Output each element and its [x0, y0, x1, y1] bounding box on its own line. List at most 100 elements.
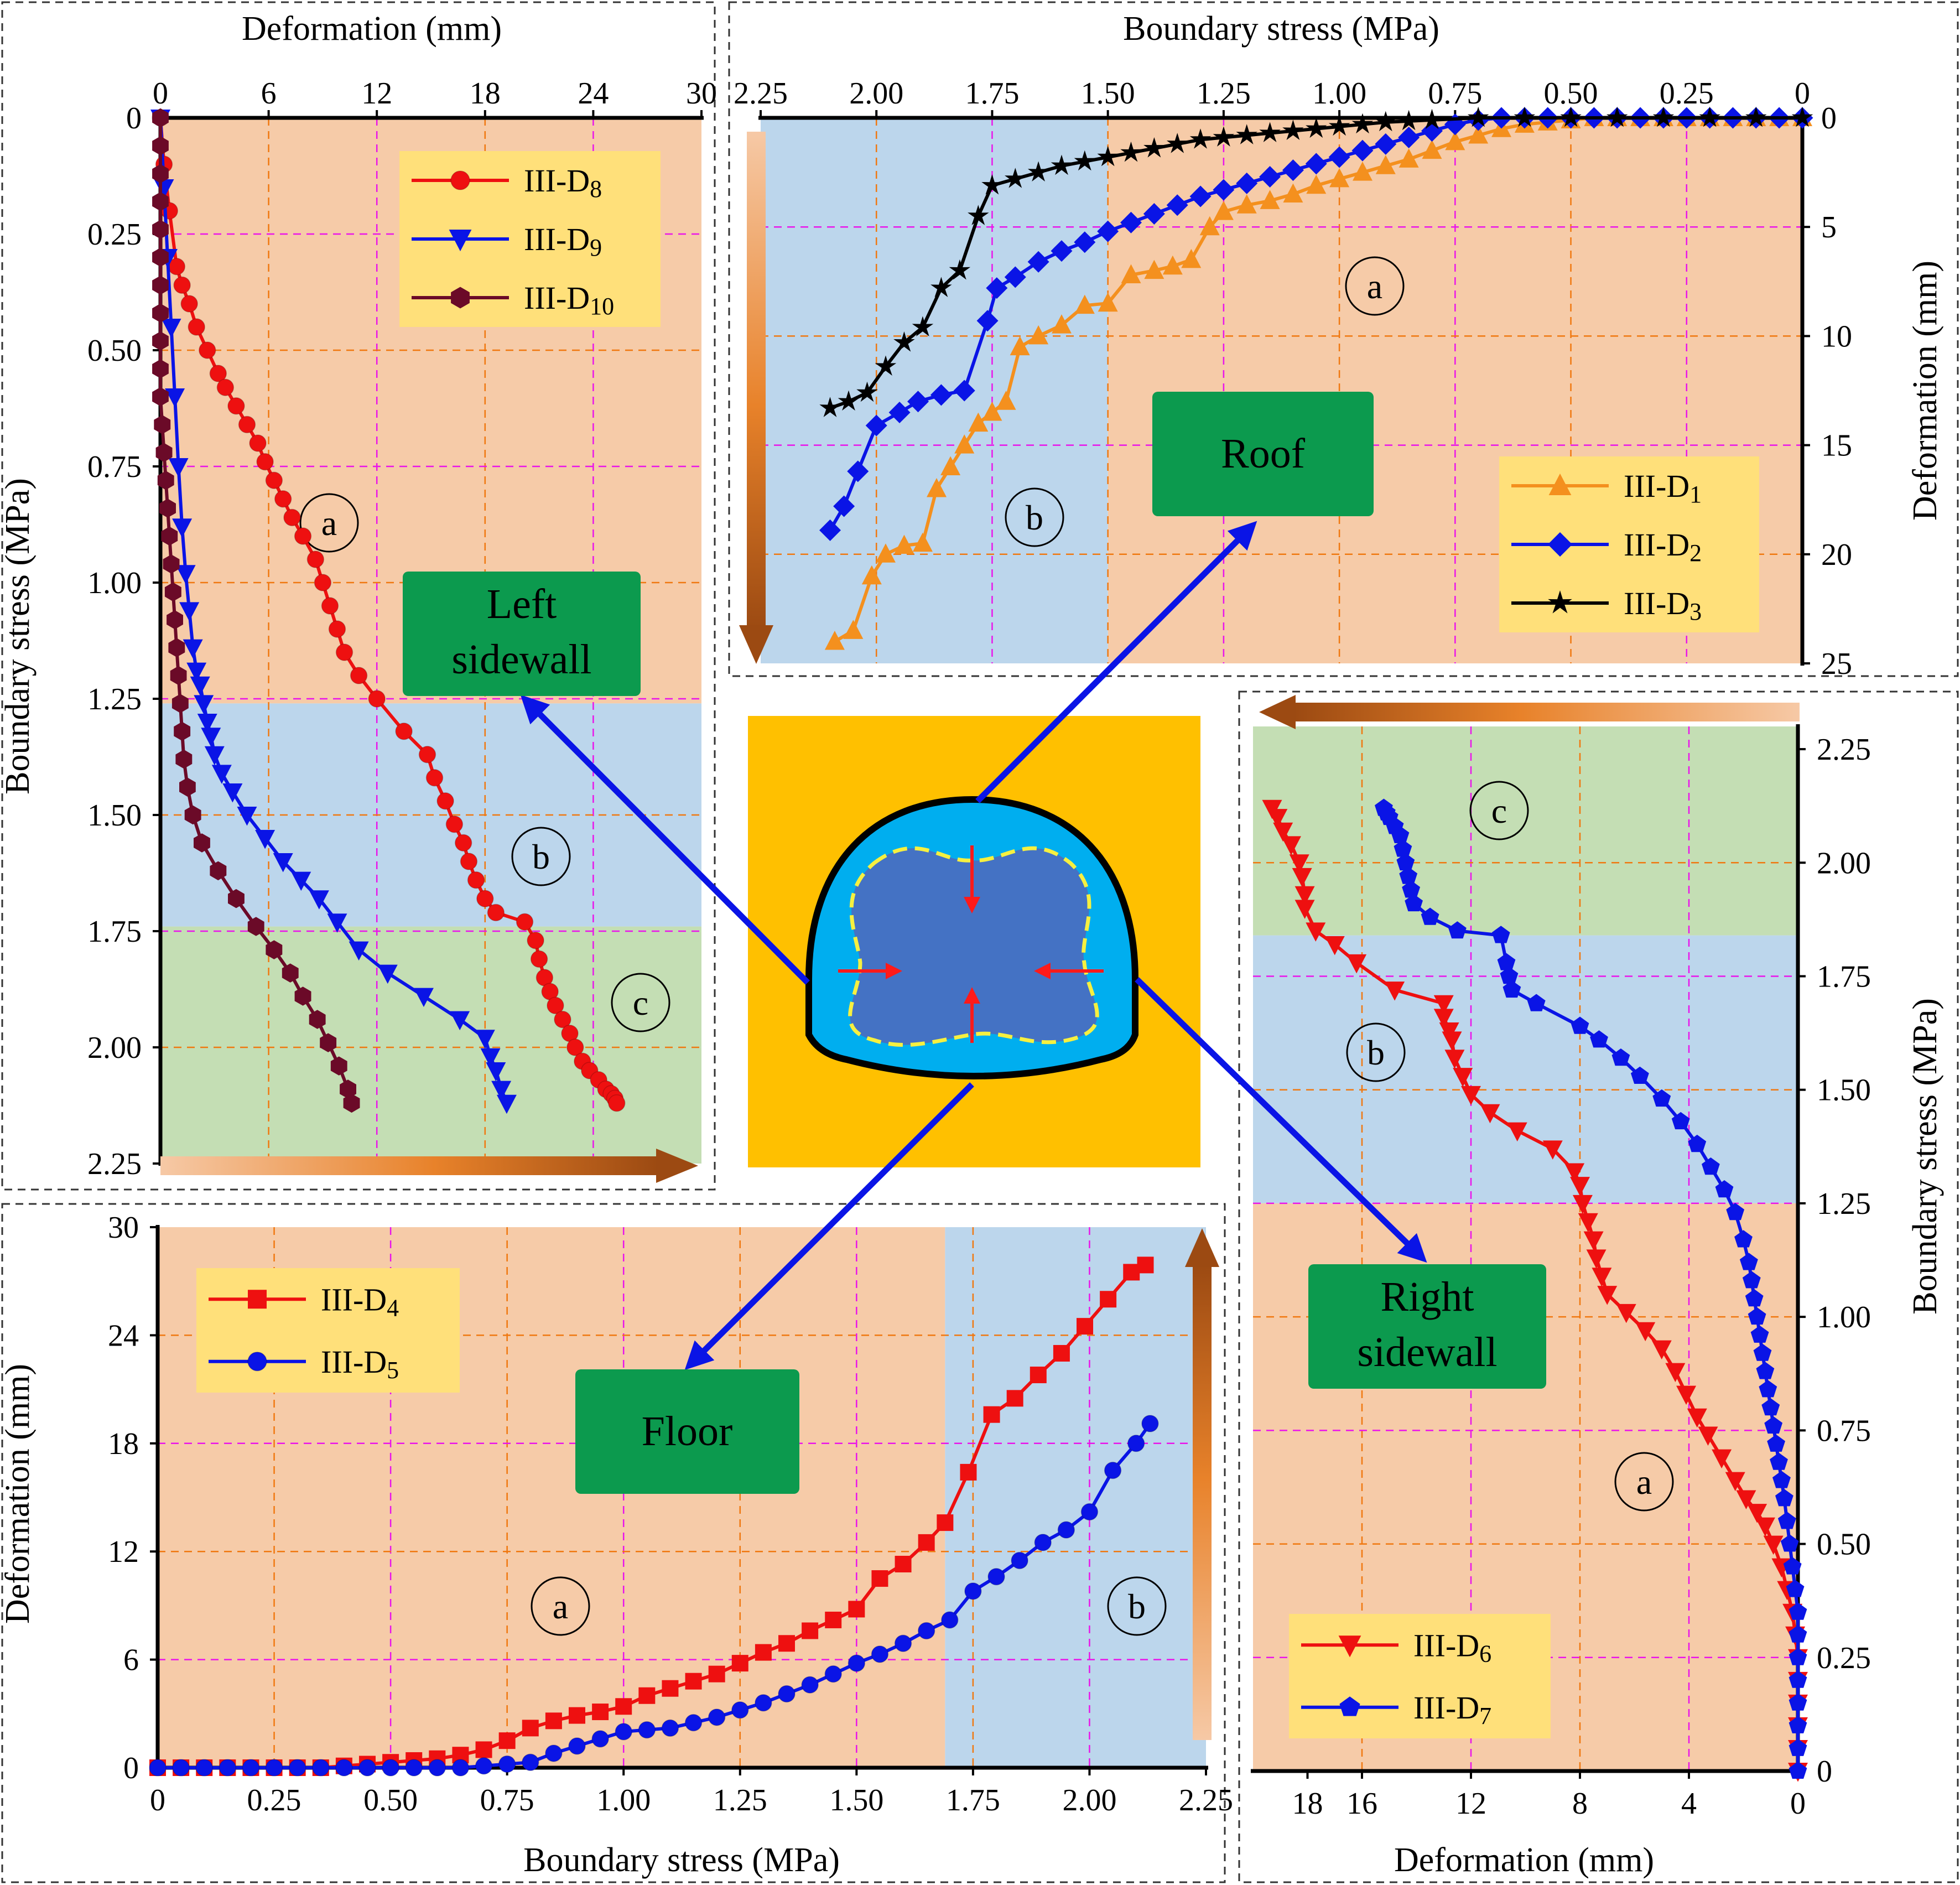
legend-entry: III-D1 — [1624, 468, 1702, 508]
data-point — [1405, 894, 1423, 912]
x-tick-label: 1.25 — [1197, 76, 1251, 111]
data-point — [1789, 1738, 1807, 1756]
region-label-circle — [611, 973, 670, 1032]
data-point — [294, 527, 312, 545]
x-tick-label: 0 — [1795, 76, 1810, 111]
data-point — [731, 1701, 749, 1719]
data-point — [930, 277, 952, 297]
data-point — [1399, 866, 1418, 884]
x-tick-label: 18 — [470, 76, 501, 111]
data-point — [871, 1645, 889, 1663]
y-tick-label: 1.00 — [1817, 1300, 1871, 1334]
legend-marker — [1548, 590, 1572, 614]
data-point — [152, 387, 169, 407]
x-tick-label: 1.75 — [965, 76, 1019, 111]
data-point — [282, 963, 299, 983]
data-point — [475, 1757, 493, 1775]
data-point — [778, 1635, 795, 1652]
data-point — [1027, 161, 1049, 181]
data-point — [180, 295, 198, 313]
data-point — [1098, 292, 1118, 312]
x-axis-title: Boundary stress (MPa) — [1123, 10, 1439, 48]
data-point — [865, 414, 887, 437]
data-point — [522, 1720, 539, 1737]
data-point — [1597, 1286, 1618, 1305]
data-point — [1162, 255, 1183, 275]
region-label-a: a — [1636, 1462, 1652, 1502]
data-point — [1282, 120, 1304, 140]
data-point — [1080, 1503, 1099, 1521]
data-point — [1282, 159, 1304, 181]
data-point — [190, 676, 210, 696]
data-point — [382, 1759, 399, 1777]
data-point — [418, 746, 436, 764]
data-point — [1688, 1134, 1707, 1152]
data-point — [1590, 1030, 1608, 1048]
data-point — [615, 1698, 632, 1715]
legend-marker — [247, 1352, 267, 1372]
data-point — [1074, 150, 1096, 171]
data-point — [320, 1033, 337, 1052]
data-point — [1005, 168, 1026, 188]
data-point — [1127, 1435, 1145, 1452]
legend: III-D1 III-D2 III-D3 — [1499, 456, 1759, 632]
data-point — [875, 355, 897, 376]
x-tick-label: 1.75 — [946, 1783, 1000, 1818]
data-point — [1786, 1580, 1805, 1597]
x-tick-label: 0 — [150, 1783, 165, 1818]
y-tick-label: 15 — [1821, 429, 1852, 463]
data-point — [436, 792, 454, 810]
data-point — [312, 1759, 330, 1777]
data-point — [1702, 1157, 1720, 1175]
roof-label-text: Roof — [1221, 430, 1306, 477]
data-point — [179, 602, 200, 621]
x-tick-label: 1.50 — [829, 1783, 883, 1818]
data-point — [186, 662, 207, 682]
data-point — [824, 631, 845, 650]
legend-marker — [248, 1290, 267, 1309]
data-point — [1789, 1716, 1807, 1733]
data-point — [1306, 922, 1326, 942]
data-point — [152, 276, 169, 295]
region-label-b: b — [1026, 498, 1043, 537]
data-point — [152, 303, 169, 323]
data-point — [522, 1753, 539, 1771]
y-tick-label: 5 — [1821, 210, 1837, 245]
data-point — [1375, 155, 1396, 174]
data-point — [480, 1048, 501, 1068]
legend-marker — [1338, 1635, 1361, 1658]
data-point — [1461, 1086, 1481, 1105]
data-point — [1578, 1213, 1598, 1233]
data-point — [802, 1622, 819, 1639]
data-point — [1630, 1066, 1649, 1084]
data-point — [1736, 1490, 1756, 1509]
data-point — [1213, 179, 1235, 201]
data-point — [1651, 1340, 1672, 1360]
region-label-b: b — [1367, 1033, 1385, 1072]
data-point — [1181, 248, 1202, 268]
data-point — [954, 434, 975, 454]
y-tick-label: 0.50 — [87, 334, 142, 368]
data-point — [894, 534, 914, 554]
region-label-b: b — [532, 837, 550, 876]
data-point — [982, 401, 1002, 421]
data-point — [152, 331, 169, 351]
x-tick-label: 12 — [1455, 1787, 1486, 1821]
data-point — [1514, 106, 1536, 127]
data-point — [1791, 106, 1813, 127]
data-point — [194, 695, 214, 714]
right-label-line2: sidewall — [1357, 1329, 1497, 1375]
data-point — [238, 416, 256, 434]
series-III-D10 — [152, 108, 360, 1113]
series-III-D7 — [1375, 798, 1807, 1779]
data-point — [291, 871, 311, 891]
data-point — [219, 1759, 237, 1777]
data-point — [1294, 900, 1315, 919]
data-point — [838, 390, 860, 411]
data-point — [1745, 106, 1767, 127]
data-point — [708, 1709, 726, 1726]
data-point — [1236, 194, 1257, 214]
data-point — [155, 443, 173, 463]
x-axis-title: Deformation (mm) — [242, 10, 502, 48]
data-point — [1507, 1122, 1527, 1142]
